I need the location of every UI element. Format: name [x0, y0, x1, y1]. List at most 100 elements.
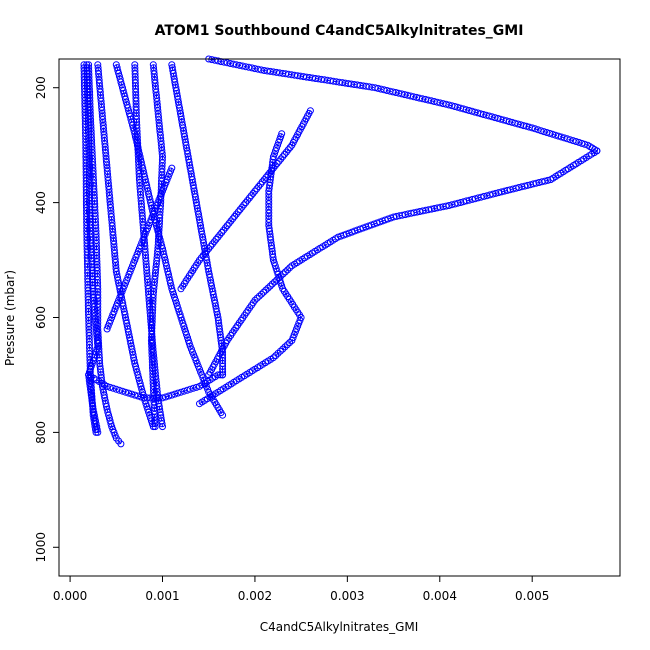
data-point [131, 391, 139, 399]
data-point [216, 231, 224, 239]
data-point [262, 173, 270, 181]
data-point [128, 390, 136, 398]
data-series-9 [196, 130, 305, 408]
data-point [134, 392, 142, 400]
data-point [201, 249, 209, 257]
series-line [208, 150, 598, 376]
data-point [258, 290, 265, 298]
data-point [272, 147, 279, 155]
y-tick-label: 400 [34, 191, 48, 214]
data-point [260, 288, 268, 296]
data-point [106, 383, 114, 391]
data-point [151, 420, 159, 428]
data-series-13 [80, 61, 100, 436]
data-series-12 [103, 164, 176, 333]
data-series-6 [168, 61, 227, 379]
data-point [227, 217, 235, 225]
data-point [103, 382, 111, 390]
data-point [240, 201, 248, 209]
data-point [253, 294, 261, 302]
x-axis-label: C4andC5Alkylnitrates_GMI [260, 620, 419, 634]
data-series-11 [177, 107, 314, 293]
chart-title: ATOM1 Southbound C4andC5Alkylnitrates_GM… [155, 23, 524, 39]
x-tick-label: 0.001 [145, 589, 179, 603]
data-series-8 [205, 147, 601, 379]
data-point [268, 166, 276, 174]
data-point [205, 245, 213, 253]
data-point [177, 388, 185, 396]
data-point [229, 215, 237, 223]
plot-area [80, 55, 601, 448]
data-point [244, 196, 251, 204]
data-point [288, 337, 296, 344]
data-point [223, 222, 231, 230]
data-point [269, 164, 277, 172]
data-point [216, 371, 224, 379]
data-point [282, 148, 290, 156]
data-point [219, 371, 227, 379]
data-point [125, 389, 133, 397]
y-tick-label: 1000 [34, 532, 48, 563]
data-point [109, 384, 117, 392]
data-point [274, 349, 282, 357]
data-point [219, 411, 227, 419]
data-point [271, 162, 279, 170]
data-point [281, 268, 289, 276]
data-point [266, 169, 274, 177]
x-tick-label: 0.002 [238, 589, 272, 603]
x-tick-label: 0.000 [53, 589, 87, 603]
data-point [231, 212, 239, 220]
data-point [279, 153, 287, 161]
x-tick-label: 0.004 [423, 589, 457, 603]
data-point [212, 235, 220, 243]
data-point [92, 426, 99, 433]
data-series-5 [147, 61, 166, 431]
data-point [279, 270, 287, 278]
data-point [203, 247, 211, 255]
data-point [158, 420, 166, 428]
data-point [258, 178, 266, 186]
data-point [288, 262, 296, 270]
data-point [255, 292, 263, 300]
data-point [180, 387, 188, 395]
data-point [257, 180, 264, 188]
data-point [264, 284, 272, 292]
series-line [180, 110, 311, 290]
data-point [151, 423, 159, 431]
data-point [284, 146, 292, 154]
data-point [236, 206, 244, 213]
data-point [286, 264, 294, 272]
data-point [174, 389, 182, 397]
data-point [117, 440, 125, 448]
data-point [220, 226, 227, 234]
data-point [168, 391, 176, 399]
y-tick-label: 600 [34, 306, 48, 329]
y-axis-label: Pressure (mbar) [3, 270, 17, 366]
data-point [119, 387, 126, 395]
data-point [268, 280, 276, 288]
data-point [162, 393, 170, 401]
data-point [171, 390, 179, 398]
data-point [214, 371, 222, 379]
data-point [192, 383, 200, 391]
data-point [278, 282, 286, 290]
data-point [275, 157, 283, 165]
data-point [214, 233, 222, 241]
data-point [196, 400, 203, 408]
data-series-3 [94, 61, 157, 431]
data-point [272, 352, 280, 360]
data-point [247, 192, 255, 200]
data-point [253, 185, 261, 193]
data-point [286, 339, 294, 347]
data-point [225, 219, 233, 227]
data-point [234, 208, 242, 216]
data-point [189, 384, 197, 392]
data-point [199, 252, 207, 259]
data-series-7 [205, 55, 601, 155]
data-point [281, 343, 289, 351]
data-point [186, 385, 194, 393]
data-point [306, 107, 314, 115]
y-axis: 200 400 600 800 1000 [34, 76, 60, 563]
data-point [115, 386, 123, 394]
